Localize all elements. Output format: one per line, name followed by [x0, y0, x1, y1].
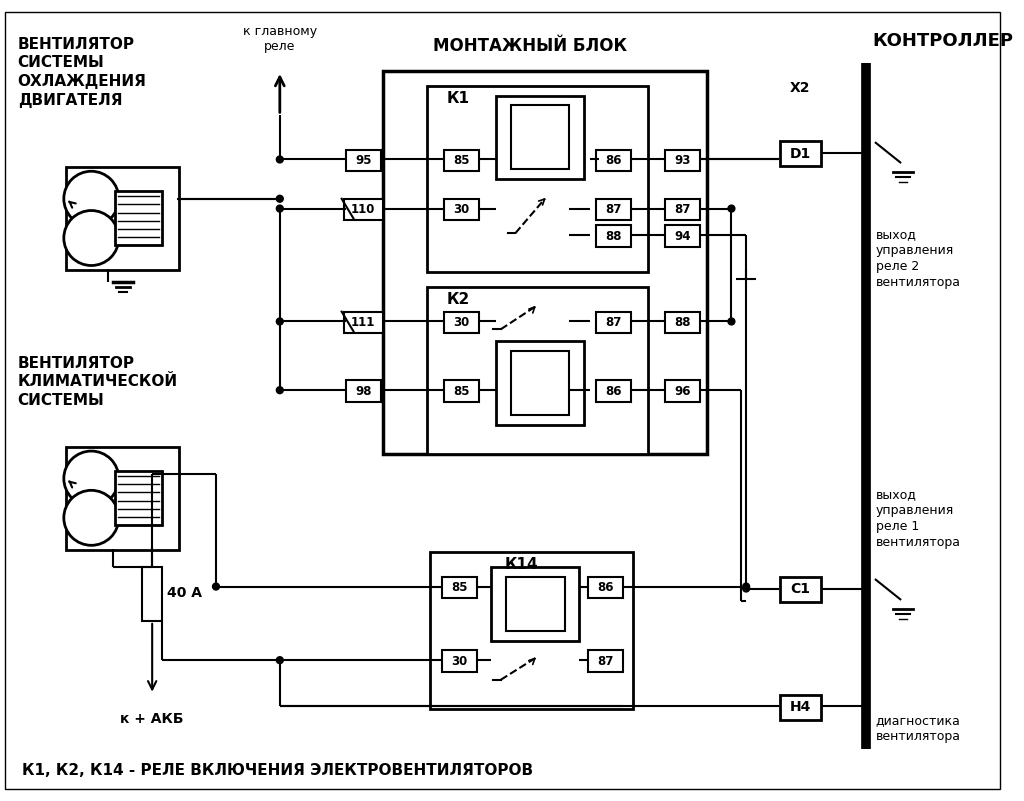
Text: 88: 88 — [605, 230, 622, 243]
Bar — [588, 650, 624, 672]
Text: 85: 85 — [452, 581, 468, 594]
Text: 94: 94 — [674, 230, 690, 243]
Circle shape — [63, 490, 119, 545]
Text: К1, К2, К14 - РЕЛЕ ВКЛЮЧЕНИЯ ЭЛЕКТРОВЕНТИЛЯТОРОВ: К1, К2, К14 - РЕЛЕ ВКЛЮЧЕНИЯ ЭЛЕКТРОВЕНТ… — [22, 763, 532, 779]
Circle shape — [728, 318, 735, 325]
Bar — [443, 199, 479, 220]
Bar — [506, 577, 564, 630]
Bar — [665, 150, 700, 171]
Bar — [345, 380, 381, 402]
Bar — [345, 150, 381, 171]
Circle shape — [742, 585, 750, 592]
Bar — [441, 650, 477, 672]
Text: к + АКБ: к + АКБ — [121, 712, 184, 727]
Bar — [779, 694, 821, 720]
Text: диагностика
вентилятора: диагностика вентилятора — [876, 714, 961, 743]
Text: 96: 96 — [674, 384, 690, 397]
Text: 30: 30 — [454, 316, 470, 329]
Text: К14: К14 — [505, 557, 539, 572]
Circle shape — [276, 318, 284, 325]
Text: 98: 98 — [355, 384, 372, 397]
Text: 85: 85 — [454, 384, 470, 397]
Text: 86: 86 — [605, 384, 622, 397]
Text: 87: 87 — [674, 203, 690, 216]
Bar — [665, 199, 700, 220]
Text: 86: 86 — [605, 154, 622, 167]
Text: К2: К2 — [446, 292, 470, 307]
Text: 88: 88 — [674, 316, 690, 329]
Circle shape — [63, 451, 119, 506]
Text: 85: 85 — [454, 154, 470, 167]
Bar — [427, 287, 648, 454]
Bar — [779, 577, 821, 602]
Text: 87: 87 — [605, 316, 622, 329]
Circle shape — [276, 156, 284, 163]
Bar — [665, 225, 700, 247]
Text: 93: 93 — [674, 154, 690, 167]
Bar — [427, 86, 648, 272]
Bar — [665, 312, 700, 333]
Bar — [67, 167, 179, 270]
Text: 95: 95 — [355, 154, 372, 167]
Bar — [511, 351, 569, 415]
Text: 86: 86 — [598, 581, 614, 594]
Circle shape — [276, 205, 284, 212]
Bar — [596, 380, 631, 402]
Bar — [67, 447, 179, 549]
Text: D1: D1 — [790, 147, 811, 160]
Text: 110: 110 — [351, 203, 376, 216]
Text: выход
управления
реле 1
вентилятора: выход управления реле 1 вентилятора — [876, 489, 961, 549]
Text: ВЕНТИЛЯТОР
КЛИМАТИЧЕСКОЙ
СИСТЕМЫ: ВЕНТИЛЯТОР КЛИМАТИЧЕСКОЙ СИСТЕМЫ — [17, 356, 178, 408]
Text: 87: 87 — [605, 203, 622, 216]
Bar — [496, 341, 584, 425]
Bar — [115, 471, 162, 525]
Text: 30: 30 — [452, 654, 468, 668]
Bar — [588, 577, 624, 598]
Text: к главному
реле: к главному реле — [243, 25, 316, 53]
Bar — [142, 567, 162, 621]
Bar — [344, 312, 383, 333]
Bar — [511, 106, 569, 169]
Text: H4: H4 — [790, 700, 811, 714]
Text: ВЕНТИЛЯТОР
СИСТЕМЫ
ОХЛАЖДЕНИЯ
ДВИГАТЕЛЯ: ВЕНТИЛЯТОР СИСТЕМЫ ОХЛАЖДЕНИЯ ДВИГАТЕЛЯ — [17, 37, 146, 107]
Circle shape — [728, 205, 735, 212]
Bar — [443, 150, 479, 171]
Circle shape — [276, 387, 284, 393]
Bar — [115, 191, 162, 245]
Text: C1: C1 — [791, 582, 810, 597]
Bar — [441, 577, 477, 598]
Circle shape — [276, 195, 284, 202]
Bar — [430, 552, 633, 709]
Text: X2: X2 — [790, 81, 810, 95]
Bar — [596, 225, 631, 247]
Bar — [383, 71, 707, 454]
Text: 40 А: 40 А — [167, 586, 202, 601]
Text: КОНТРОЛЛЕР: КОНТРОЛЛЕР — [872, 32, 1013, 50]
Bar — [665, 380, 700, 402]
Text: К1: К1 — [446, 91, 470, 106]
Bar — [344, 199, 383, 220]
Circle shape — [63, 211, 119, 265]
Bar — [443, 312, 479, 333]
Text: 87: 87 — [598, 654, 614, 668]
Bar — [596, 150, 631, 171]
Circle shape — [213, 583, 219, 590]
Text: выход
управления
реле 2
вентилятора: выход управления реле 2 вентилятора — [876, 228, 961, 289]
Text: 111: 111 — [351, 316, 376, 329]
Text: МОНТАЖНЫЙ БЛОК: МОНТАЖНЫЙ БЛОК — [433, 37, 628, 54]
Bar — [490, 567, 580, 641]
Circle shape — [276, 657, 284, 663]
Bar — [779, 141, 821, 167]
Circle shape — [63, 171, 119, 226]
Bar — [496, 95, 584, 179]
Text: 30: 30 — [454, 203, 470, 216]
Bar — [596, 312, 631, 333]
Bar — [596, 199, 631, 220]
Circle shape — [742, 583, 750, 590]
Bar — [443, 380, 479, 402]
